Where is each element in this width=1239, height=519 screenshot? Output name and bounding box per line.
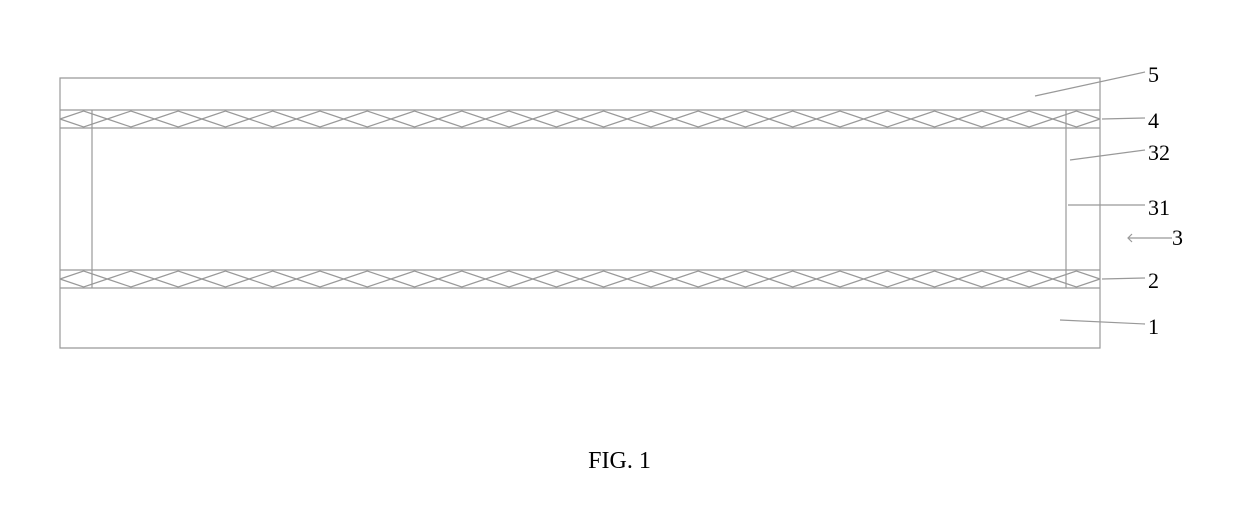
leader-5 xyxy=(1035,72,1145,96)
label-4: 4 xyxy=(1148,108,1159,134)
label-3: 3 xyxy=(1172,225,1183,251)
zigzag-band-cross xyxy=(60,111,1100,127)
leader-32 xyxy=(1070,150,1145,160)
leader-4 xyxy=(1102,118,1145,119)
label-1: 1 xyxy=(1148,314,1159,340)
figure-caption: FIG. 1 xyxy=(0,448,1239,475)
leader-1 xyxy=(1060,320,1145,324)
zigzag-band-cross xyxy=(60,271,1100,287)
label-2: 2 xyxy=(1148,268,1159,294)
label-32: 32 xyxy=(1148,140,1170,166)
figure-svg xyxy=(0,0,1239,519)
leader-2 xyxy=(1102,278,1145,279)
label-31: 31 xyxy=(1148,195,1170,221)
label-5: 5 xyxy=(1148,62,1159,88)
